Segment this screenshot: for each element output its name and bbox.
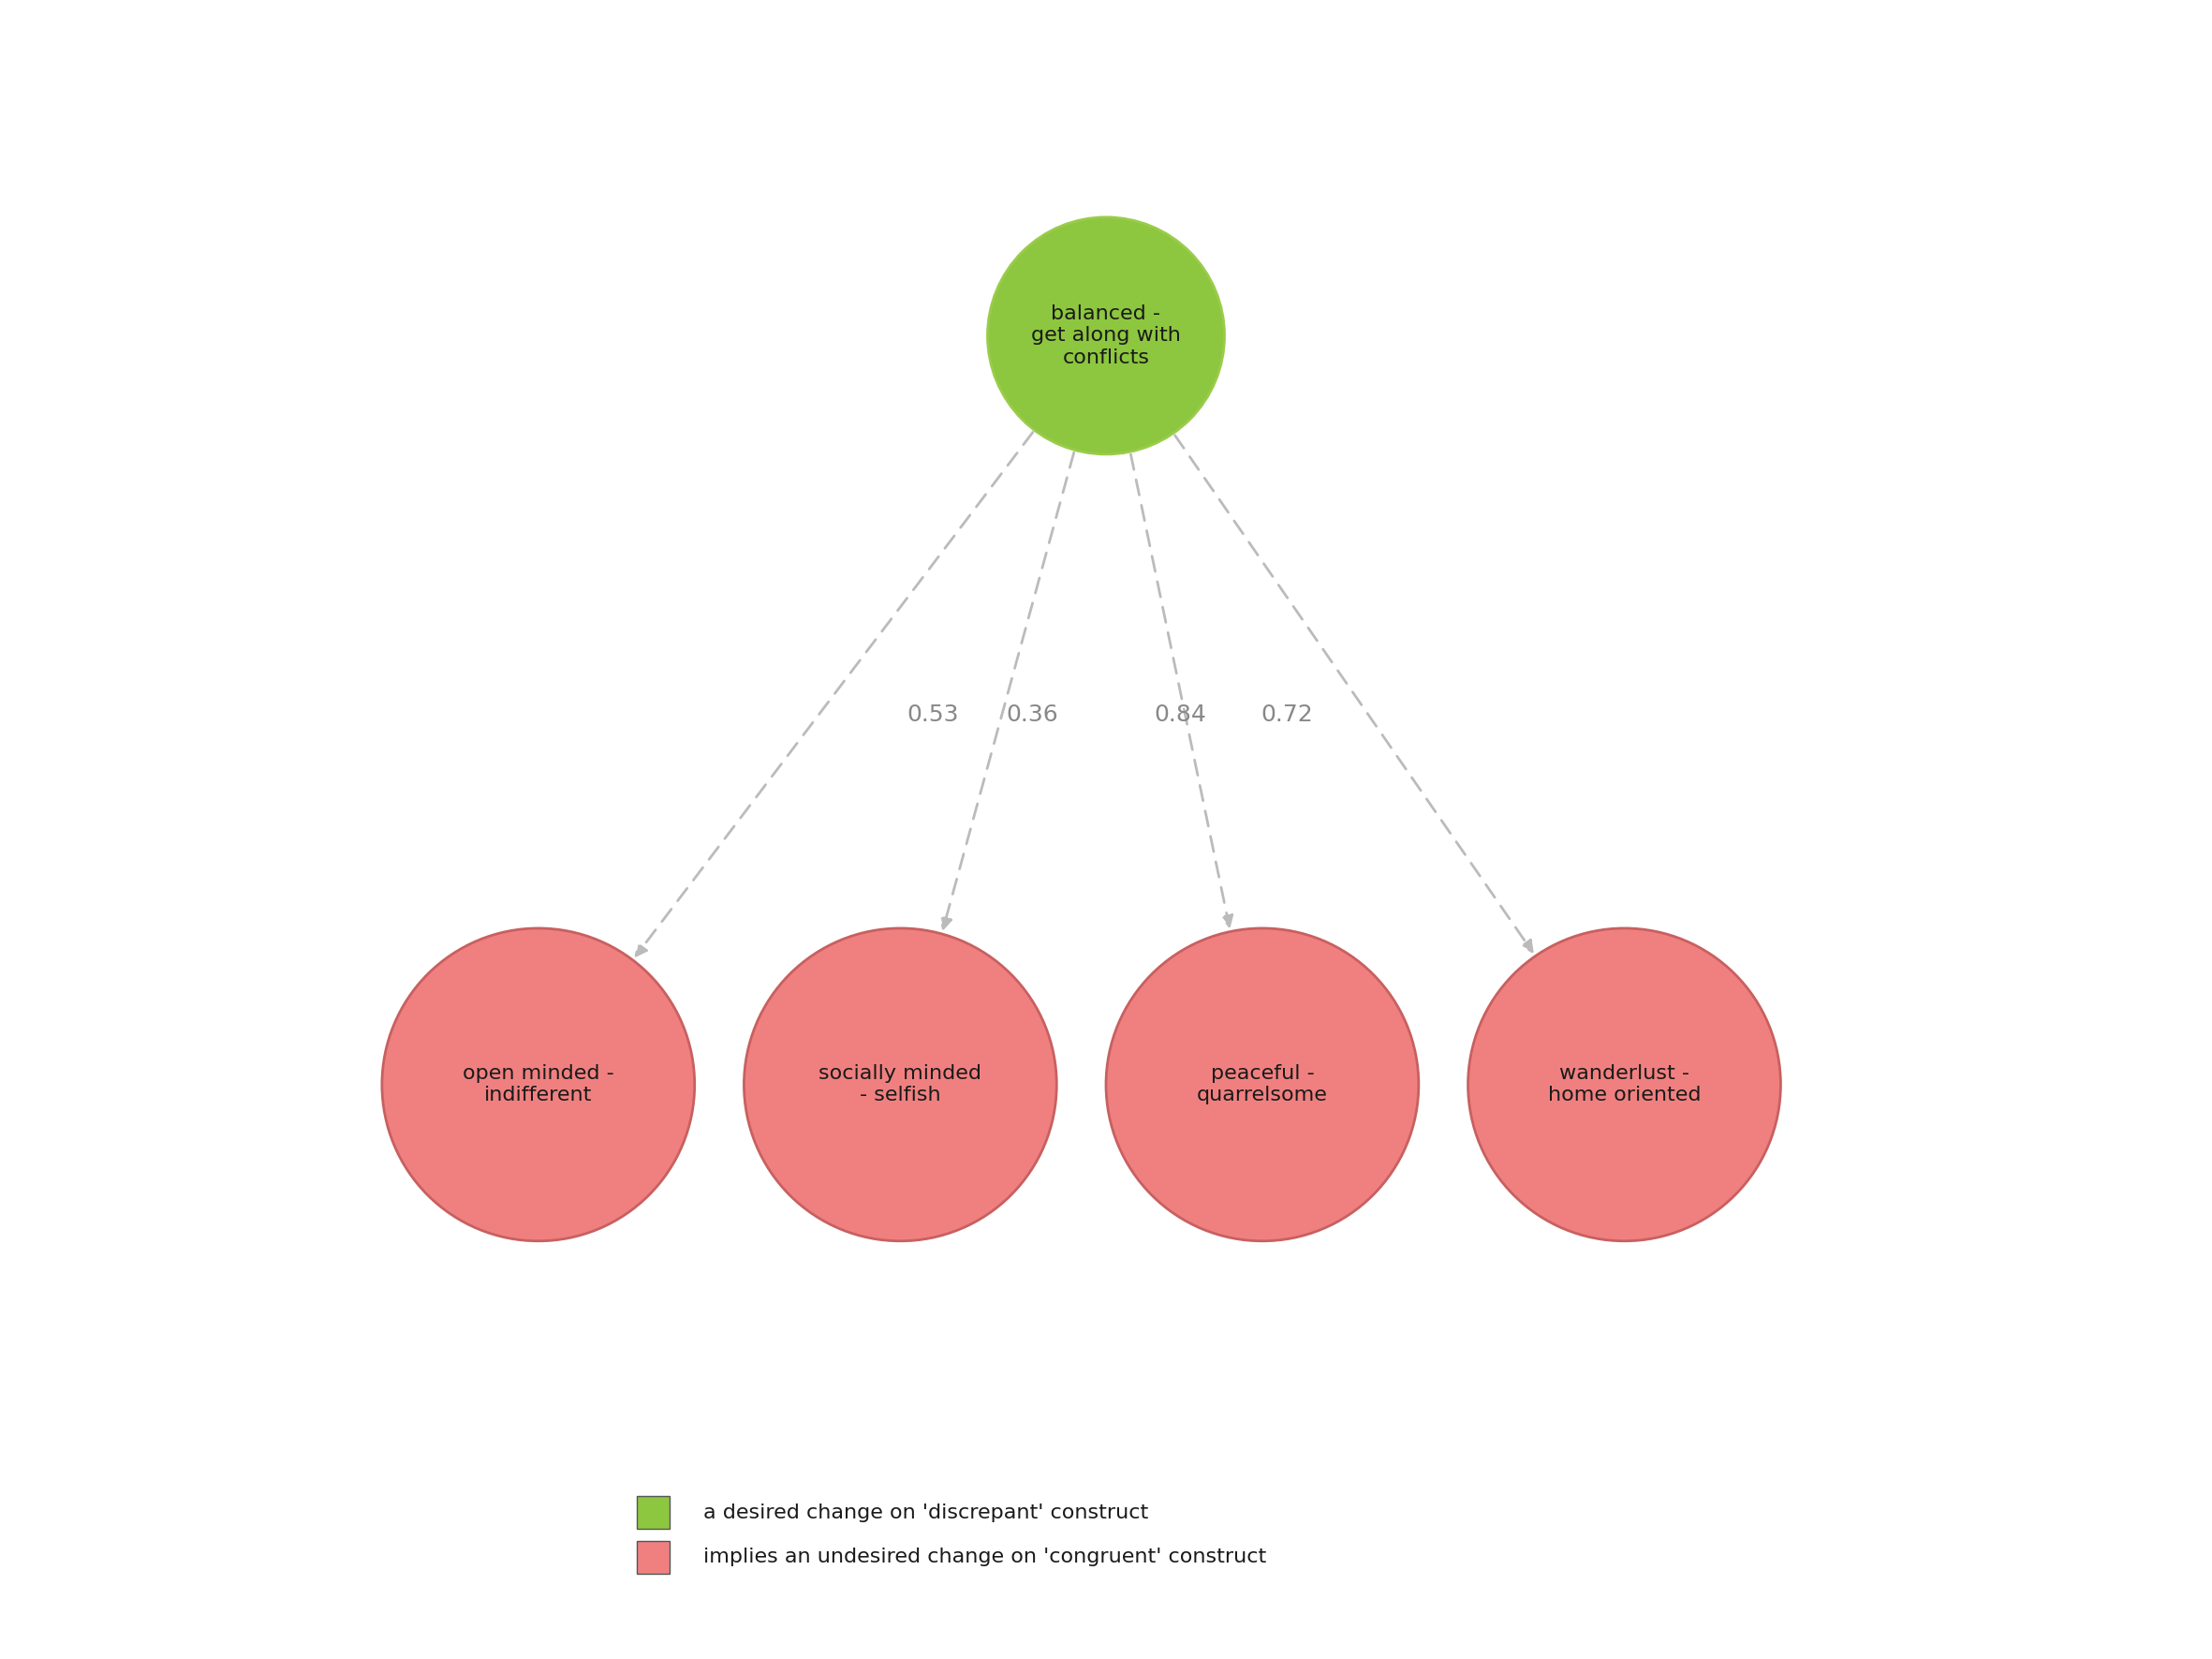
Text: 0.84: 0.84 — [1155, 703, 1206, 725]
Text: 0.36: 0.36 — [1006, 703, 1057, 725]
Circle shape — [383, 929, 695, 1241]
Text: peaceful -
quarrelsome: peaceful - quarrelsome — [1197, 1065, 1327, 1105]
Circle shape — [1469, 929, 1781, 1241]
FancyBboxPatch shape — [637, 1496, 670, 1530]
Circle shape — [743, 929, 1057, 1241]
Circle shape — [987, 217, 1225, 455]
FancyBboxPatch shape — [637, 1541, 670, 1573]
Text: 0.53: 0.53 — [907, 703, 960, 725]
Text: socially minded
- selfish: socially minded - selfish — [818, 1065, 982, 1105]
Text: balanced -
get along with
conflicts: balanced - get along with conflicts — [1031, 305, 1181, 367]
Text: wanderlust -
home oriented: wanderlust - home oriented — [1548, 1065, 1701, 1105]
Text: implies an undesired change on 'congruent' construct: implies an undesired change on 'congruen… — [703, 1548, 1265, 1566]
Text: 0.72: 0.72 — [1261, 703, 1314, 725]
Text: open minded -
indifferent: open minded - indifferent — [462, 1065, 615, 1105]
Text: a desired change on 'discrepant' construct: a desired change on 'discrepant' constru… — [703, 1503, 1148, 1521]
Circle shape — [1106, 929, 1418, 1241]
